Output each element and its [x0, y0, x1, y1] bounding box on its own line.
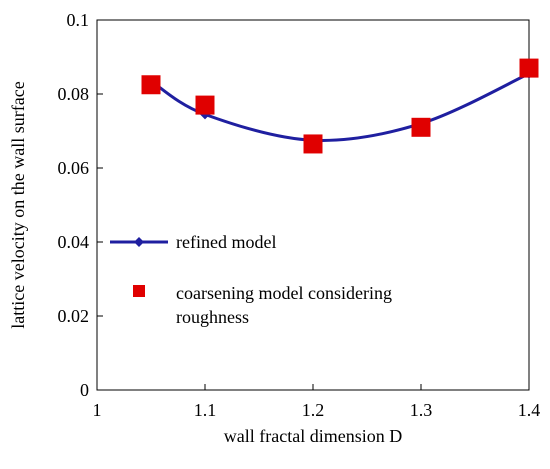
series-layer	[141, 58, 539, 154]
plot-area	[96, 19, 530, 391]
legend: refined model coarsening model consideri…	[110, 232, 392, 327]
y-tick-label: 0	[80, 380, 89, 400]
coarsening-model-point	[195, 95, 215, 115]
x-tick-label: 1.3	[410, 400, 433, 420]
y-tick-label: 0.08	[58, 84, 90, 104]
coarsening-model-point	[411, 117, 431, 137]
x-axis-title: wall fractal dimension D	[224, 426, 402, 446]
y-tick-label: 0.02	[58, 306, 90, 326]
y-axis-title: lattice velocity on the wall surface	[8, 81, 28, 328]
legend-label-coarsening-line2: roughness	[176, 307, 249, 327]
y-tick-label: 0.1	[67, 10, 90, 30]
y-tick-label: 0.04	[58, 232, 90, 252]
x-axis-ticks: 1 1.1 1.2 1.3 1.4	[93, 384, 541, 420]
legend-diamond-marker	[134, 237, 144, 247]
x-tick-label: 1.1	[194, 400, 217, 420]
x-tick-label: 1	[93, 400, 102, 420]
legend-square-marker	[133, 285, 145, 297]
coarsening-model-point	[519, 58, 539, 78]
x-tick-label: 1.2	[302, 400, 325, 420]
legend-label-refined-model: refined model	[176, 232, 276, 252]
coarsening-model-point	[303, 134, 323, 154]
y-axis-ticks: 0 0.02 0.04 0.06 0.08 0.1	[58, 10, 103, 400]
legend-label-coarsening-line1: coarsening model considering	[176, 283, 392, 303]
y-tick-label: 0.06	[58, 158, 90, 178]
x-tick-label: 1.4	[518, 400, 541, 420]
coarsening-model-point	[141, 75, 161, 95]
